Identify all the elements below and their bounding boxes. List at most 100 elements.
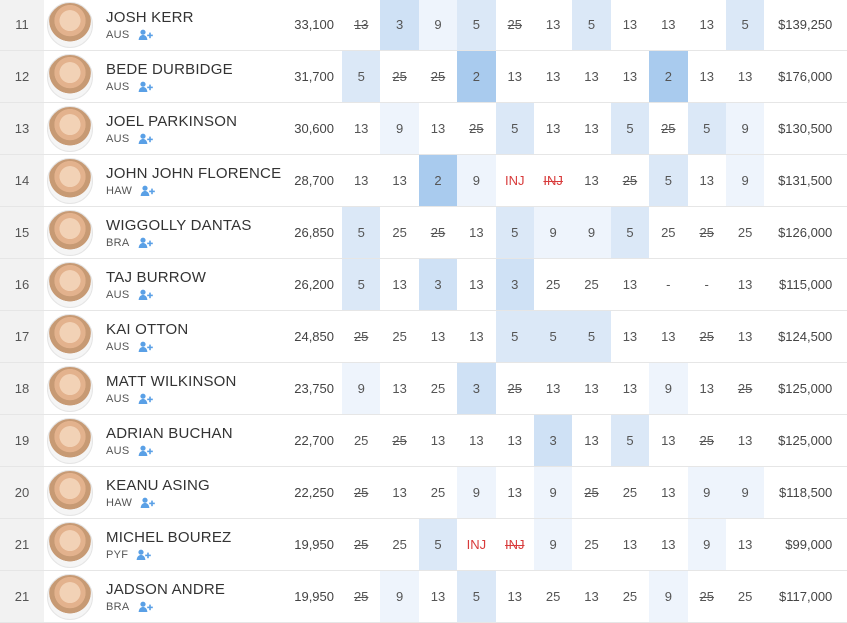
event-result-cell: 25	[353, 433, 369, 448]
event-result-cell: 5	[572, 0, 611, 50]
surfer-name[interactable]: ADRIAN BUCHAN	[106, 425, 233, 442]
surfer-name[interactable]: MATT WILKINSON	[106, 373, 237, 390]
event-result-cell: 13	[622, 537, 638, 552]
event-result-cell: 13	[507, 589, 522, 604]
event-result-cell: 5	[495, 207, 534, 258]
event-result-cell: 5	[572, 311, 611, 362]
rank-cell: 17	[0, 311, 44, 362]
table-row[interactable]: 14 JOHN JOHN FLORENCE HAW 28,700 13 13 2 9 INJ IN…	[0, 155, 847, 207]
rank-cell: 21	[0, 571, 44, 622]
follow-icon[interactable]	[138, 601, 154, 613]
avatar-cell	[44, 415, 96, 466]
follow-icon[interactable]	[138, 81, 154, 93]
follow-icon[interactable]	[136, 549, 152, 561]
table-row[interactable]: 19 ADRIAN BUCHAN AUS 22,700 25 25 13 13 13 3 13 5 13…	[0, 415, 847, 467]
surfer-info: KEANU ASING HAW	[96, 467, 282, 518]
table-row[interactable]: 20 KEANU ASING HAW 22,250 25 13 25 9 13 9 25 25 13 9 9…	[0, 467, 847, 519]
surfer-name[interactable]: JADSON ANDRE	[106, 581, 226, 598]
avatar[interactable]	[47, 53, 93, 100]
surfer-name[interactable]: JOHN JOHN FLORENCE	[106, 165, 282, 182]
table-row[interactable]: 12 BEDE DURBIDGE AUS 31,700 5 25 25 2 13 13 13 13 2 1…	[0, 51, 847, 103]
avatar[interactable]	[47, 365, 93, 412]
event-result-cell: 5	[725, 0, 765, 50]
surfer-info: KAI OTTON AUS	[96, 311, 282, 362]
points-cell: 26,850	[294, 225, 334, 240]
country-code: HAW	[106, 497, 133, 509]
event-result-cell: 13	[737, 433, 753, 448]
event-result-cell: 3	[457, 363, 496, 414]
surfer-name[interactable]: JOEL PARKINSON	[106, 113, 238, 130]
event-result-cell: 5	[649, 155, 688, 206]
surfer-name[interactable]: MICHEL BOUREZ	[106, 529, 232, 546]
surfer-name[interactable]: WIGGOLLY DANTAS	[106, 217, 252, 234]
follow-icon[interactable]	[138, 341, 154, 353]
rank-cell: 21	[0, 519, 44, 570]
follow-icon[interactable]	[138, 133, 154, 145]
event-result-cell: -	[704, 277, 709, 292]
avatar[interactable]	[47, 469, 93, 516]
surfer-name[interactable]: KEANU ASING	[106, 477, 210, 494]
surfer-sub: BRA	[106, 237, 154, 249]
event-result-cell: 13	[584, 121, 599, 136]
avatar[interactable]	[47, 157, 93, 204]
avatar[interactable]	[47, 313, 93, 360]
surfer-sub: AUS	[106, 29, 154, 41]
surfer-sub: PYF	[106, 549, 152, 561]
follow-icon[interactable]	[138, 237, 154, 249]
surfer-info: JOSH KERR AUS	[96, 0, 282, 50]
surfer-name[interactable]: JOSH KERR	[106, 9, 194, 26]
follow-icon[interactable]	[138, 393, 154, 405]
points-cell: 33,100	[294, 17, 334, 32]
event-result-cell: 13	[622, 277, 638, 292]
points-cell: 19,950	[294, 537, 334, 552]
prize-money-cell: $131,500	[778, 173, 833, 188]
event-result-cell: 5	[533, 311, 573, 362]
rank-cell: 16	[0, 259, 44, 310]
follow-icon[interactable]	[140, 185, 156, 197]
surfer-info: ADRIAN BUCHAN AUS	[96, 415, 282, 466]
table-row[interactable]: 17 KAI OTTON AUS 24,850 25 25 13 13 5 5 5 13 13 25 13 $…	[0, 311, 847, 363]
event-result-cell: 13	[430, 329, 446, 344]
event-result-cell: 13	[353, 121, 369, 136]
avatar[interactable]	[47, 105, 93, 152]
event-result-cell: 13	[545, 69, 561, 84]
event-result-cell: 13	[507, 485, 522, 500]
avatar[interactable]	[47, 1, 93, 48]
avatar[interactable]	[47, 573, 93, 620]
follow-icon[interactable]	[138, 29, 154, 41]
follow-icon[interactable]	[138, 289, 154, 301]
event-result-cell: 2	[418, 155, 458, 206]
country-code: AUS	[106, 445, 130, 457]
rank-cell: 15	[0, 207, 44, 258]
table-row[interactable]: 11 JOSH KERR AUS 33,100 13 3 9 5 25 13 5 13 13 13 5 $13…	[0, 0, 847, 51]
points-cell: 22,250	[294, 485, 334, 500]
surfer-info: MICHEL BOUREZ PYF	[96, 519, 282, 570]
surfer-name[interactable]: KAI OTTON	[106, 321, 189, 338]
surfer-name[interactable]: TAJ BURROW	[106, 269, 207, 286]
table-row[interactable]: 21 JADSON ANDRE BRA 19,950 25 9 13 5 13 25 13 25 9 25…	[0, 571, 847, 623]
table-row[interactable]: 15 WIGGOLLY DANTAS BRA 26,850 5 25 25 13 5 9 9 5 25 2…	[0, 207, 847, 259]
table-row[interactable]: 21 MICHEL BOUREZ PYF 19,950 25 25 5 INJ INJ 9 25 13…	[0, 519, 847, 571]
surfer-sub: AUS	[106, 133, 154, 145]
event-result-cell: 3	[380, 0, 419, 50]
event-result-cell: 9	[380, 103, 419, 154]
avatar[interactable]	[47, 417, 93, 464]
table-row[interactable]: 13 JOEL PARKINSON AUS 30,600 13 9 13 25 5 13 13 5 25…	[0, 103, 847, 155]
event-result-cell: 13	[353, 17, 369, 32]
points-cell: 26,200	[294, 277, 334, 292]
follow-icon[interactable]	[138, 445, 154, 457]
avatar[interactable]	[47, 209, 93, 256]
points-cell: 28,700	[294, 173, 334, 188]
table-row[interactable]: 16 TAJ BURROW AUS 26,200 5 13 3 13 3 25 25 13 - - 13 $1…	[0, 259, 847, 311]
country-code: PYF	[106, 549, 129, 561]
table-row[interactable]: 18 MATT WILKINSON AUS 23,750 9 13 25 3 25 13 13 13 9…	[0, 363, 847, 415]
surfer-name[interactable]: BEDE DURBIDGE	[106, 61, 233, 78]
event-result-cell: 13	[622, 329, 638, 344]
points-cell: 24,850	[294, 329, 334, 344]
country-code: BRA	[106, 237, 130, 249]
avatar[interactable]	[47, 521, 93, 568]
follow-icon[interactable]	[140, 497, 156, 509]
avatar[interactable]	[47, 261, 93, 308]
surfer-info: BEDE DURBIDGE AUS	[96, 51, 282, 102]
country-code: AUS	[106, 133, 130, 145]
